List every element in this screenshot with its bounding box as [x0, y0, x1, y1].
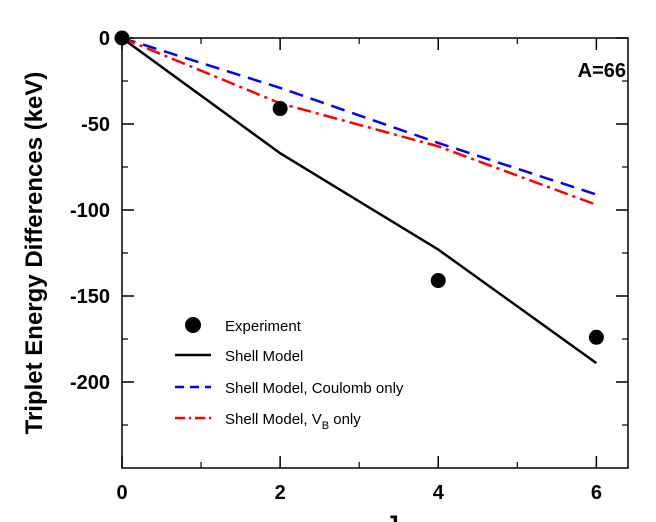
y-tick-label: -150 [70, 286, 110, 308]
experiment-point [272, 101, 288, 117]
annotation-label: A=66 [578, 60, 626, 82]
y-axis-label: Triplet Energy Differences (keV) [21, 72, 48, 435]
plot-frame [121, 37, 629, 469]
x-tick-label: 0 [116, 482, 127, 504]
y-tick-label: 0 [99, 28, 110, 50]
experiment-points [114, 30, 604, 345]
series-line-1 [121, 36, 597, 196]
axis-ticks [121, 37, 628, 468]
y-tick-label: -100 [70, 200, 110, 222]
legend-experiment-label: Experiment [225, 318, 302, 335]
legend-vb-label-sub: B [322, 420, 329, 432]
legend-vb-label-main: Shell Model, V [225, 411, 322, 428]
x-tick-label: 4 [433, 482, 445, 504]
legend: Experiment Shell Model Shell Model, Coul… [175, 317, 404, 432]
experiment-point [588, 329, 604, 345]
legend-vb-label: Shell Model, VB only [225, 411, 361, 432]
legend-experiment-marker [185, 317, 201, 333]
y-tick-label: -200 [70, 372, 110, 394]
x-tick-label: 2 [275, 482, 286, 504]
y-tick-label: -50 [81, 114, 110, 136]
x-axis-label: J [385, 511, 398, 522]
series-line-2 [121, 36, 597, 207]
experiment-point [114, 30, 130, 46]
legend-vb-label-tail: only [329, 411, 361, 428]
x-tick-label: 6 [591, 482, 602, 504]
series-group [121, 36, 598, 365]
legend-coulomb-label: Shell Model, Coulomb only [225, 380, 404, 397]
tick-labels: 0 2 4 6 0 -50 -100 -150 -200 [70, 28, 602, 504]
series-line-0 [121, 36, 598, 365]
legend-shell-model-label: Shell Model [225, 348, 303, 365]
experiment-point [430, 273, 446, 289]
